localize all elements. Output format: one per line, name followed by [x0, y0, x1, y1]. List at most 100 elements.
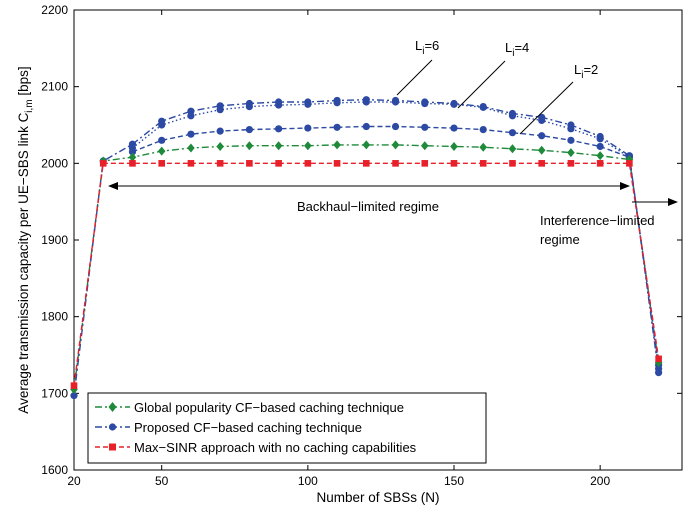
data-point-square: [655, 355, 662, 363]
y-tick-label: 1800: [41, 310, 68, 324]
interference-regime-arrow: [632, 198, 678, 206]
data-point-square: [450, 160, 458, 167]
data-point-square: [538, 160, 545, 167]
data-point-circle: [333, 99, 341, 107]
data-point-circle: [450, 124, 458, 132]
legend-label-proposed: Proposed CF−based caching technique: [134, 420, 362, 435]
data-point-circle: [596, 142, 604, 151]
data-point-circle: [421, 99, 429, 108]
legend-label-maxsinr: Max−SINR approach with no caching capabi…: [134, 440, 417, 455]
data-markers: [70, 96, 663, 400]
data-point-diamond: [362, 140, 371, 150]
data-point-diamond: [128, 152, 137, 162]
data-point-diamond: [304, 141, 312, 151]
data-point-circle: [158, 121, 166, 129]
data-point-square: [392, 160, 399, 167]
annotation-interference-regime-2: regime: [540, 232, 580, 247]
data-point-diamond: [245, 141, 254, 151]
x-axis-label: Number of SBSs (N): [316, 490, 439, 505]
data-point-circle: [245, 126, 253, 134]
data-point-diamond: [391, 140, 400, 150]
data-point-square: [246, 160, 253, 167]
data-point-square: [187, 160, 195, 167]
data-point-square: [509, 160, 516, 167]
legend-diamond-marker: [108, 402, 117, 412]
data-point-diamond: [479, 142, 488, 152]
y-axis-label: Average transmission capacity per UE−SBS…: [16, 66, 35, 413]
data-point-square: [70, 382, 78, 389]
data-point-diamond: [596, 151, 604, 161]
data-point-circle: [362, 98, 370, 106]
data-point-square: [333, 160, 341, 167]
data-point-square: [479, 160, 487, 167]
y-axis-label-unit: [bps]: [16, 66, 31, 99]
legend-entry-maxsinr: Max−SINR approach with no caching capabi…: [95, 440, 417, 455]
legend-box: [87, 392, 487, 464]
data-point-circle: [479, 126, 487, 134]
data-point-square: [129, 160, 136, 167]
annotation-li4: Li=4: [505, 40, 529, 59]
annotation-li4-pointer: [457, 60, 506, 109]
annotation-li6: Li=6: [415, 38, 439, 57]
legend-square-marker: [109, 443, 116, 451]
y-axis-label-subscript: i,m: [24, 99, 35, 112]
annotation-backhaul-regime: Backhaul−limited regime: [297, 199, 439, 214]
data-point-circle: [275, 101, 283, 109]
data-point-circle: [128, 148, 137, 156]
data-point-square: [567, 160, 575, 167]
data-point-circle: [245, 103, 253, 111]
y-tick-label: 2100: [41, 80, 68, 94]
data-point-square: [99, 160, 107, 167]
annotation-li2: Li=2: [574, 62, 598, 81]
data-point-diamond: [216, 141, 224, 151]
data-point-circle: [567, 136, 575, 144]
data-point-square: [304, 160, 312, 167]
data-point-square: [596, 160, 604, 167]
data-point-square: [158, 160, 165, 167]
legend-entry-global: Global popularity CF−based caching techn…: [95, 400, 404, 415]
data-point-square: [626, 160, 633, 167]
data-point-circle: [596, 135, 604, 143]
data-point-circle: [216, 106, 224, 114]
data-point-diamond: [274, 141, 283, 151]
backhaul-regime-arrow: [108, 182, 630, 190]
y-axis-label-main: Average transmission capacity per UE−SBS…: [16, 112, 31, 413]
data-point-circle: [567, 125, 575, 133]
data-point-circle: [158, 136, 166, 144]
data-point-circle: [450, 100, 458, 108]
data-point-circle: [216, 127, 224, 135]
data-point-diamond: [187, 143, 195, 153]
y-tick-label: 1600: [41, 463, 68, 477]
data-point-diamond: [537, 145, 546, 155]
data-point-circle: [538, 132, 546, 140]
data-point-circle: [70, 392, 78, 400]
data-point-square: [363, 160, 370, 167]
data-point-circle: [538, 116, 546, 124]
data-point-square: [275, 160, 282, 167]
y-tick-label: 2200: [41, 3, 68, 17]
legend-label-global: Global popularity CF−based caching techn…: [134, 400, 404, 415]
legend-entry-proposed: Proposed CF−based caching technique: [95, 420, 362, 435]
data-point-circle: [391, 98, 400, 106]
data-point-circle: [304, 100, 312, 108]
data-point-circle: [391, 122, 400, 131]
legend: Global popularity CF−based caching techn…: [87, 392, 487, 464]
x-tick-label: 100: [298, 474, 318, 488]
x-tick-label: 150: [444, 474, 464, 488]
data-point-square: [216, 160, 224, 167]
data-point-circle: [479, 103, 487, 111]
data-point-circle: [362, 122, 370, 131]
data-point-diamond: [567, 148, 575, 158]
x-tick-label: 50: [155, 474, 169, 488]
data-point-diamond: [333, 140, 341, 150]
data-point-circle: [333, 123, 341, 131]
annotation-interference-regime: Interference−limited: [540, 213, 655, 228]
x-tick-label: 20: [67, 474, 81, 488]
annotation-li2-pointer: [519, 81, 574, 135]
data-point-circle: [187, 112, 195, 120]
data-point-circle: [187, 130, 195, 138]
data-point-diamond: [508, 144, 517, 154]
annotation-li6-pointer: [396, 59, 433, 96]
data-point-diamond: [420, 141, 429, 151]
